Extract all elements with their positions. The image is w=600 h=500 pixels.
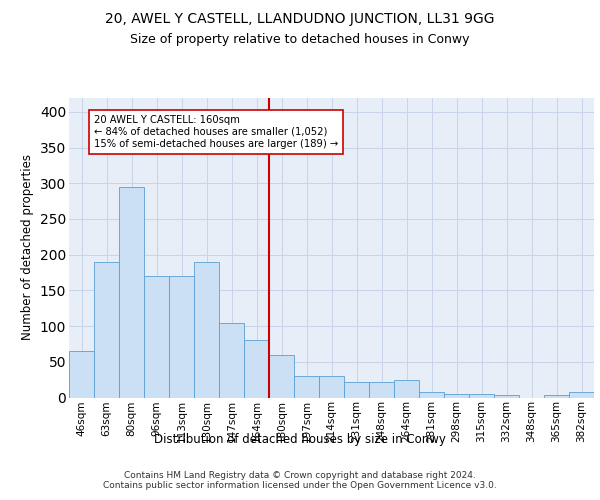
Bar xyxy=(319,376,344,398)
Bar xyxy=(494,394,519,398)
Bar xyxy=(544,396,569,398)
Bar xyxy=(194,262,219,398)
Bar xyxy=(369,382,394,398)
Y-axis label: Number of detached properties: Number of detached properties xyxy=(21,154,34,340)
Bar xyxy=(444,394,469,398)
Text: 20, AWEL Y CASTELL, LLANDUDNO JUNCTION, LL31 9GG: 20, AWEL Y CASTELL, LLANDUDNO JUNCTION, … xyxy=(105,12,495,26)
Bar xyxy=(469,394,494,398)
Text: Distribution of detached houses by size in Conwy: Distribution of detached houses by size … xyxy=(154,432,446,446)
Bar xyxy=(94,262,119,398)
Bar xyxy=(244,340,269,398)
Bar xyxy=(419,392,444,398)
Bar xyxy=(294,376,319,398)
Bar xyxy=(169,276,194,398)
Bar xyxy=(69,351,94,398)
Text: 20 AWEL Y CASTELL: 160sqm
← 84% of detached houses are smaller (1,052)
15% of se: 20 AWEL Y CASTELL: 160sqm ← 84% of detac… xyxy=(94,116,338,148)
Text: Contains HM Land Registry data © Crown copyright and database right 2024.
Contai: Contains HM Land Registry data © Crown c… xyxy=(103,470,497,490)
Bar xyxy=(269,354,294,398)
Bar xyxy=(119,187,144,398)
Bar xyxy=(569,392,594,398)
Bar xyxy=(219,322,244,398)
Bar xyxy=(344,382,369,398)
Text: Size of property relative to detached houses in Conwy: Size of property relative to detached ho… xyxy=(130,32,470,46)
Bar xyxy=(144,276,169,398)
Bar xyxy=(394,380,419,398)
